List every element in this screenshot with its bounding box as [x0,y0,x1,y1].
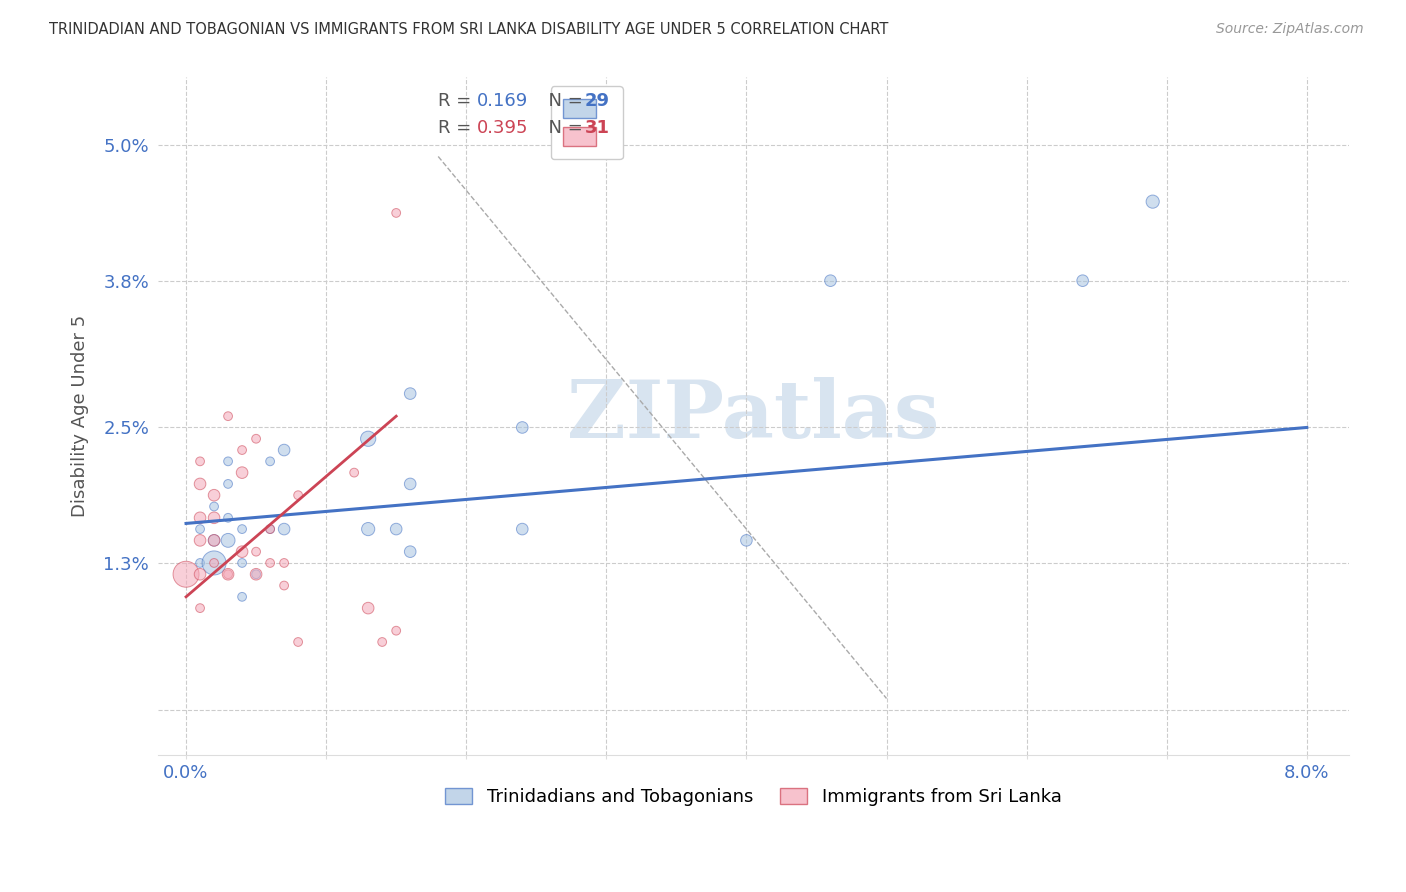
Point [385,206,408,220]
Point [287,488,309,502]
Point [287,635,309,649]
Point [188,567,211,582]
Text: ZIPatlas: ZIPatlas [567,377,939,455]
Point [202,533,225,548]
Text: TRINIDADIAN AND TOBAGONIAN VS IMMIGRANTS FROM SRI LANKA DISABILITY AGE UNDER 5 C: TRINIDADIAN AND TOBAGONIAN VS IMMIGRANTS… [49,22,889,37]
Point [245,567,267,582]
Point [735,533,758,548]
Point [217,567,239,582]
Text: 0.395: 0.395 [477,119,529,137]
Legend: Trinidadians and Tobagonians, Immigrants from Sri Lanka: Trinidadians and Tobagonians, Immigrants… [439,780,1069,814]
Text: Source: ZipAtlas.com: Source: ZipAtlas.com [1216,22,1364,37]
Point [231,522,253,536]
Point [273,578,295,592]
Point [385,522,408,536]
Y-axis label: Disability Age Under 5: Disability Age Under 5 [72,315,89,517]
Point [188,556,211,570]
Point [202,556,225,570]
Point [357,522,380,536]
Point [245,544,267,558]
Point [217,533,239,548]
Point [202,500,225,514]
Text: 0.169: 0.169 [477,92,529,110]
Point [202,488,225,502]
Text: 29: 29 [585,92,609,110]
Point [174,567,197,582]
Point [273,556,295,570]
Point [188,510,211,524]
Point [357,432,380,446]
Point [510,420,533,434]
Point [188,522,211,536]
Point [259,522,281,536]
Point [217,454,239,468]
Text: N =: N = [537,119,588,137]
Text: 31: 31 [585,119,609,137]
Point [231,466,253,480]
Point [202,533,225,548]
Point [399,477,422,491]
Point [259,556,281,570]
Text: R =: R = [437,92,477,110]
Point [202,510,225,524]
Text: N =: N = [537,92,588,110]
Point [217,477,239,491]
Point [188,533,211,548]
Point [231,443,253,458]
Point [357,601,380,615]
Point [1142,194,1164,209]
Point [1071,274,1094,288]
Point [217,510,239,524]
Point [385,624,408,638]
Point [510,522,533,536]
Point [231,544,253,558]
Point [217,409,239,424]
Point [188,601,211,615]
Point [399,544,422,558]
Point [259,522,281,536]
Point [231,556,253,570]
Point [245,432,267,446]
Point [231,590,253,604]
Point [371,635,394,649]
Point [820,274,842,288]
Point [188,454,211,468]
Point [245,567,267,582]
Point [188,477,211,491]
Point [273,443,295,458]
Point [259,454,281,468]
Point [202,556,225,570]
Point [343,466,366,480]
Point [399,386,422,401]
Point [217,567,239,582]
Point [273,522,295,536]
Text: R =: R = [437,119,477,137]
